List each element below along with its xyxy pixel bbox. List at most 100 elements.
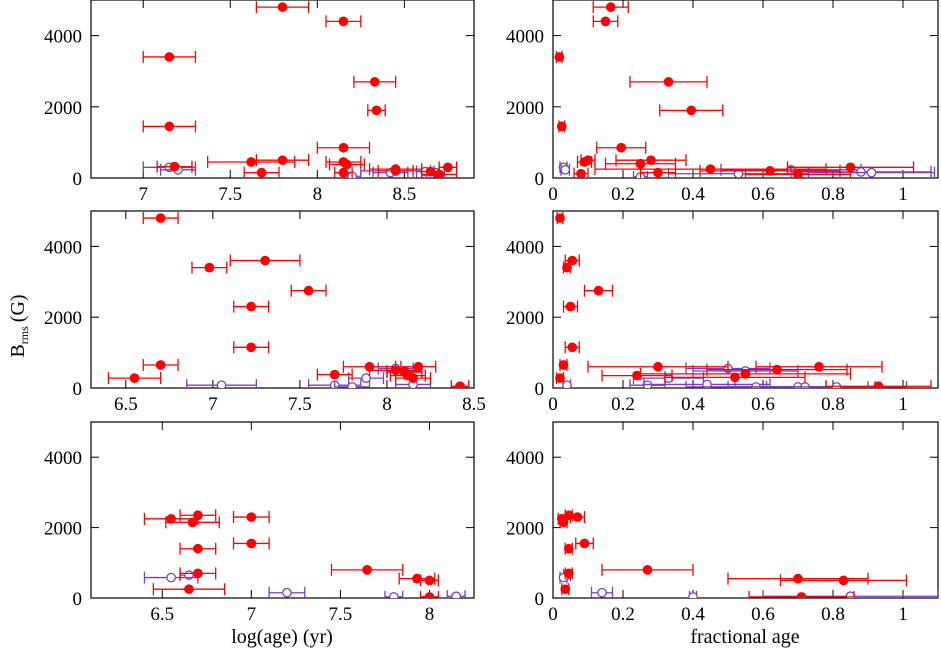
marker <box>642 564 653 575</box>
data-points <box>556 509 938 598</box>
marker <box>129 373 140 383</box>
marker <box>424 592 435 598</box>
marker <box>277 2 288 12</box>
data-point-filled <box>395 372 432 385</box>
data-point-filled <box>232 537 270 550</box>
marker <box>347 382 357 388</box>
data-point-open <box>560 163 571 176</box>
marker <box>256 167 267 178</box>
x-tick-label: 0.8 <box>821 394 845 415</box>
data-point-filled <box>316 141 371 154</box>
data-point-filled <box>367 104 386 117</box>
data-point-filled <box>377 164 414 177</box>
x-axis-title-left: log(age) (yr) <box>231 626 333 648</box>
y-tick-label: 2000 <box>44 519 82 540</box>
data-point-filled <box>400 360 437 373</box>
marker <box>796 592 807 598</box>
plot-frame <box>552 421 939 599</box>
marker <box>246 512 257 522</box>
data-point-open <box>142 161 197 174</box>
data-point-filled <box>143 512 199 525</box>
marker <box>556 121 567 132</box>
data-point-filled <box>587 360 729 373</box>
data-point-filled <box>255 1 310 14</box>
data-point-filled <box>152 583 226 596</box>
data-point-filled <box>573 167 589 178</box>
marker <box>554 52 565 62</box>
data-point-filled <box>563 542 574 555</box>
marker <box>361 373 371 383</box>
marker <box>597 587 607 598</box>
data-point-open <box>186 379 258 388</box>
marker <box>408 373 418 383</box>
data-point-open <box>268 586 306 598</box>
data-points <box>554 1 936 178</box>
data-point-open <box>334 380 371 388</box>
data-point-filled <box>255 154 310 167</box>
y-tick-label: 0 <box>73 379 83 400</box>
data-point-filled <box>563 567 574 580</box>
marker <box>663 77 674 87</box>
marker <box>369 77 380 87</box>
marker <box>653 167 663 178</box>
panel-top-left: 7 7.5 8 8.5 0 2000 4000 <box>44 0 475 205</box>
x-tick-label: 0 <box>548 184 558 205</box>
x-tick-label: 7 <box>138 184 148 205</box>
plot-frame <box>90 0 475 179</box>
marker <box>193 543 203 554</box>
data-point-open <box>590 586 614 598</box>
data-point-filled <box>142 50 197 63</box>
data-point-filled <box>142 212 179 225</box>
data-points <box>142 1 458 178</box>
y-tick-label: 0 <box>535 379 545 400</box>
y-tick-label: 2000 <box>506 308 544 329</box>
data-point-filled <box>243 166 280 178</box>
data-point-filled <box>664 371 806 384</box>
panel-middle-right: 0 0.2 0.4 0.6 0.8 1 0 2000 4000 <box>506 210 939 415</box>
data-point-filled <box>233 341 270 354</box>
y-tick-label: 0 <box>535 589 545 610</box>
plot-frame <box>90 421 475 599</box>
data-point-filled <box>179 567 217 580</box>
data-point-open <box>807 166 936 178</box>
marker <box>772 364 782 375</box>
data-point-open <box>629 379 666 388</box>
marker <box>371 105 382 116</box>
x-tick-label: 1 <box>898 394 908 415</box>
x-tick-label: 0.6 <box>751 394 775 415</box>
panel-middle-left: 6.5 7 7.5 8 8.5 0 2000 4000 <box>44 210 486 415</box>
data-point-filled <box>558 358 569 371</box>
x-tick-label: 0.8 <box>821 184 845 205</box>
x-tick-label: 7 <box>247 604 257 625</box>
x-tick-label: 0.6 <box>751 184 775 205</box>
x-tick-label: 0 <box>548 394 558 415</box>
marker <box>342 159 352 170</box>
marker <box>246 157 257 167</box>
data-point-filled <box>328 158 365 171</box>
y-tick-label: 4000 <box>506 448 544 469</box>
marker <box>246 538 257 549</box>
x-tick-label: 0.8 <box>821 604 845 625</box>
y-tick-label: 4000 <box>44 27 82 48</box>
marker <box>193 568 203 579</box>
x-tick-label: 7.5 <box>329 604 353 625</box>
data-point-filled <box>165 516 220 529</box>
y-tick-label: 2000 <box>44 98 82 119</box>
panel-top-right: 0 0.2 0.4 0.6 0.8 1 0 2000 4000 <box>506 0 939 205</box>
data-point-filled <box>233 300 270 313</box>
data-point-filled <box>419 574 440 587</box>
x-tick-label: 7 <box>208 394 218 415</box>
x-tick-label: 8 <box>382 394 392 415</box>
data-point-filled <box>564 341 580 354</box>
marker <box>579 538 590 549</box>
x-tick-label: 0.4 <box>681 184 705 205</box>
x-tick-label: 0.4 <box>681 604 705 625</box>
data-point-open <box>143 571 199 584</box>
data-point-open <box>688 590 698 598</box>
y-tick-label: 2000 <box>506 98 544 119</box>
data-point-open <box>446 590 466 598</box>
data-points <box>555 212 932 388</box>
x-tick-label: 1 <box>898 604 908 625</box>
marker <box>558 360 569 370</box>
